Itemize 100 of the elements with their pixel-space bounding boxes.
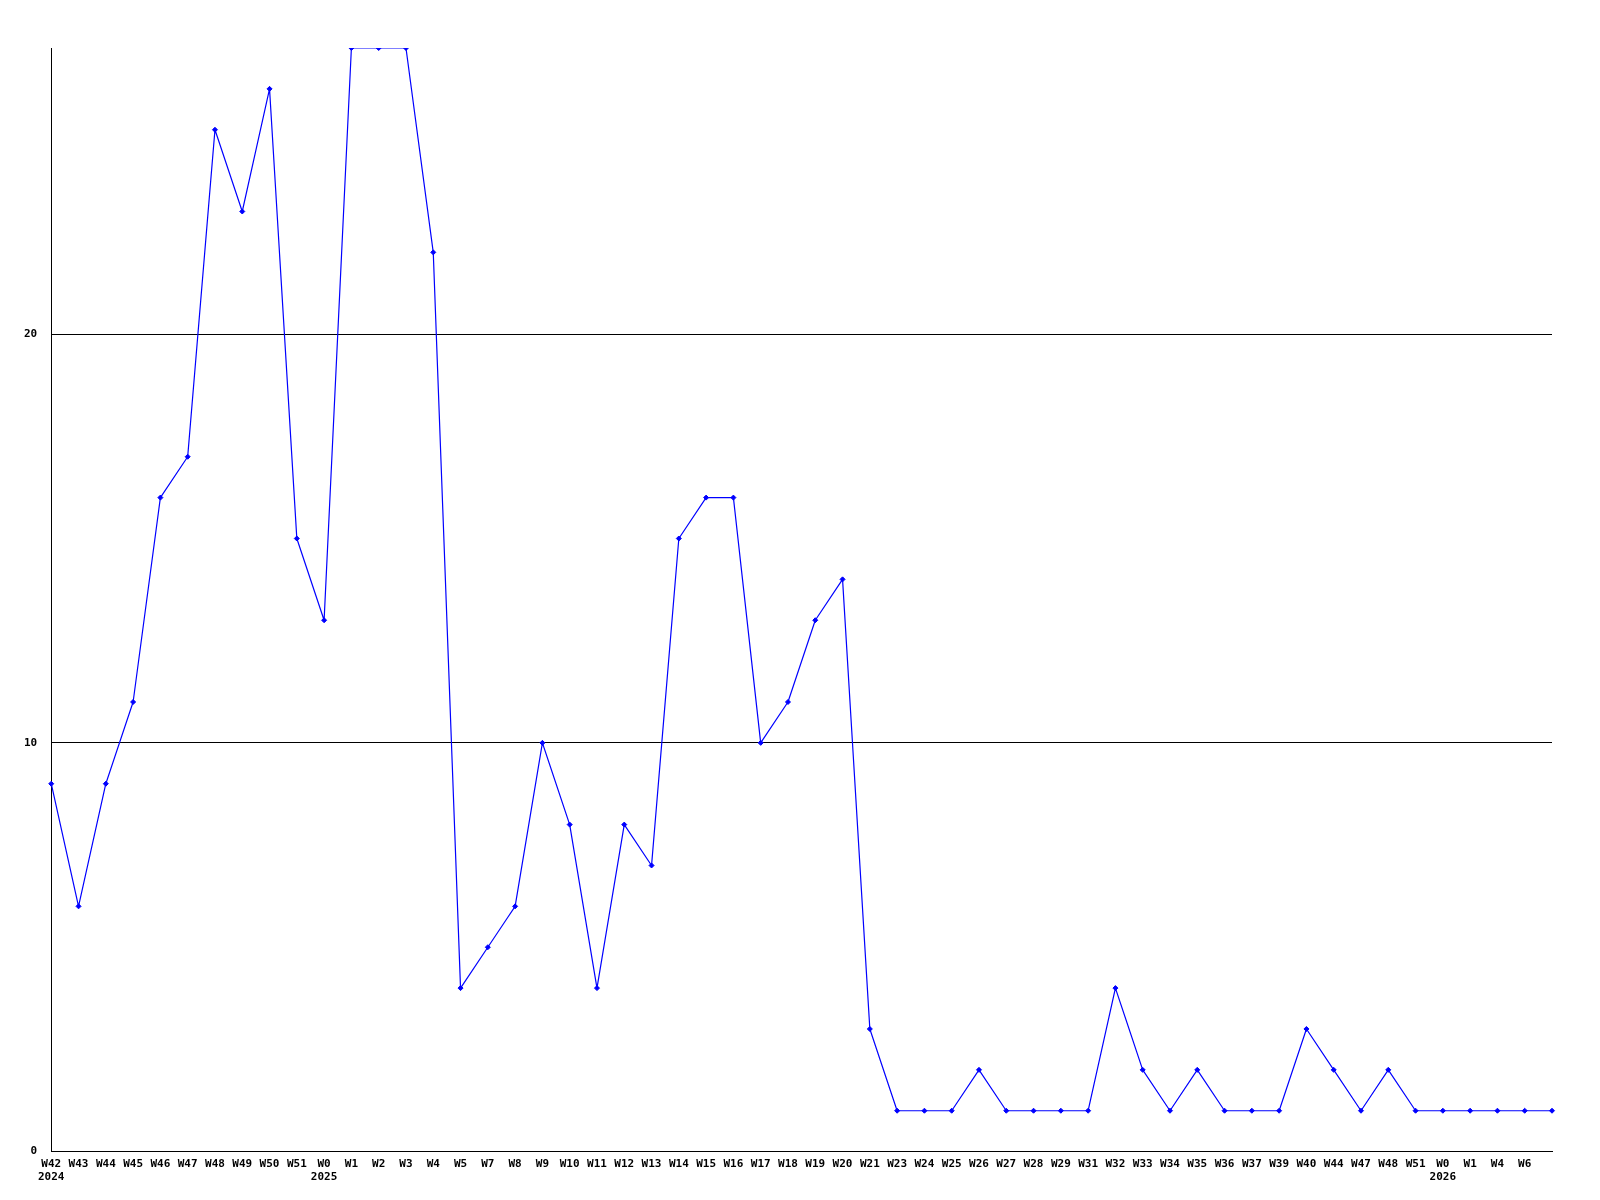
x-tick-label: W6 (1518, 1157, 1532, 1171)
x-tick-label: W20 (832, 1157, 853, 1171)
point (1085, 1107, 1092, 1114)
x-tick-label: W1 (1463, 1157, 1478, 1171)
x-tick-label: W51 (286, 1157, 308, 1171)
point (1248, 1107, 1255, 1114)
x-tick-label: W21 (859, 1157, 881, 1171)
x-tick-label: W44 (95, 1157, 117, 1171)
point (948, 1107, 955, 1114)
y-tick-label: 10 (24, 735, 38, 749)
x-tick-label: W3 (399, 1157, 413, 1171)
x-tick-label: W50 (259, 1157, 280, 1171)
x-tick-label: W0 2026 (1429, 1157, 1457, 1184)
point (894, 1107, 901, 1114)
x-tick-label: W35 (1187, 1157, 1208, 1171)
point (75, 903, 82, 910)
point (1139, 1066, 1146, 1073)
x-tick-label: W14 (668, 1157, 690, 1171)
point (1166, 1107, 1173, 1114)
point (266, 85, 273, 92)
point (1358, 1107, 1364, 1114)
point (1303, 1025, 1310, 1032)
x-tick-label: W49 (232, 1157, 253, 1171)
point (130, 698, 137, 705)
x-tick-label: W34 (1160, 1157, 1181, 1171)
x-tick-label: W51 (1405, 1157, 1426, 1171)
point (566, 821, 573, 828)
x-tick-label: W37 (1241, 1157, 1262, 1171)
x-tick-label: W33 (1132, 1157, 1153, 1171)
x-tick-label: W2 (372, 1157, 386, 1171)
point (293, 535, 300, 542)
y-tick-label: 0 (30, 1144, 38, 1158)
point (1276, 1107, 1283, 1114)
x-tick-label: W48 (1378, 1157, 1399, 1171)
point (1467, 1107, 1474, 1114)
point (157, 494, 164, 501)
point (730, 494, 737, 501)
x-tick-label: W36 (1214, 1157, 1235, 1171)
x-tick-label: W43 (68, 1157, 89, 1171)
x-tick-label: W40 (1296, 1157, 1317, 1171)
point (839, 576, 846, 583)
point (1194, 1066, 1201, 1073)
point (184, 453, 191, 460)
point (512, 903, 519, 910)
x-tick-label: W5 (453, 1157, 468, 1171)
x-tick-label: W47 (1351, 1157, 1371, 1171)
x-tick-label: W4 (1490, 1157, 1505, 1171)
x-tick-label: W18 (778, 1157, 798, 1171)
x-tick-label: W31 (1078, 1157, 1099, 1171)
point (457, 985, 464, 992)
x-tick-label: W16 (723, 1157, 744, 1171)
point (1439, 1107, 1446, 1114)
point (1057, 1107, 1064, 1114)
x-tick-label: W32 (1105, 1157, 1126, 1171)
point (703, 494, 710, 501)
point (1003, 1107, 1010, 1114)
point (757, 739, 764, 746)
point (1412, 1107, 1419, 1114)
x-tick-label: W44 (1323, 1157, 1345, 1171)
point (1112, 985, 1119, 992)
point (1330, 1066, 1337, 1073)
x-tick-label: W29 (1050, 1157, 1071, 1171)
x-tick-label: W25 (941, 1157, 962, 1171)
point (621, 821, 628, 828)
point (1549, 1107, 1555, 1114)
x-tick-label: W0 2025 (310, 1157, 338, 1184)
point (539, 739, 546, 746)
point (1494, 1107, 1501, 1114)
x-tick-label: W7 (481, 1157, 495, 1171)
point (675, 535, 682, 542)
x-tick-label: W9 (535, 1157, 550, 1171)
x-tick-label: W42 2024 (38, 1157, 65, 1184)
x-tick-label: W47 (177, 1157, 198, 1171)
point (430, 249, 437, 256)
x-tick-label: W12 (614, 1157, 635, 1171)
x-tick-label: W28 (1023, 1157, 1044, 1171)
x-tick-label: W26 (969, 1157, 990, 1171)
point (211, 126, 218, 133)
y-tick-label: 20 (24, 326, 38, 340)
point (484, 944, 491, 951)
point (648, 862, 655, 869)
x-tick-label: W17 (750, 1157, 771, 1171)
x-tick-label: W23 (887, 1157, 908, 1171)
point (921, 1107, 928, 1114)
x-tick-label: W27 (996, 1157, 1017, 1171)
x-tick-label: W11 (587, 1157, 608, 1171)
point (593, 985, 600, 992)
point (1221, 1107, 1228, 1114)
x-tick-label: W45 (123, 1157, 144, 1171)
point (1385, 1066, 1392, 1073)
point (784, 698, 791, 705)
x-tick-label: W1 (344, 1157, 359, 1171)
x-tick-label: W13 (641, 1157, 662, 1171)
x-tick-label: W46 (150, 1157, 171, 1171)
x-tick-label: W24 (914, 1157, 935, 1171)
point (321, 617, 328, 624)
x-tick-label: W10 (559, 1157, 580, 1171)
point (866, 1025, 873, 1032)
point (812, 617, 819, 624)
point (48, 780, 55, 787)
